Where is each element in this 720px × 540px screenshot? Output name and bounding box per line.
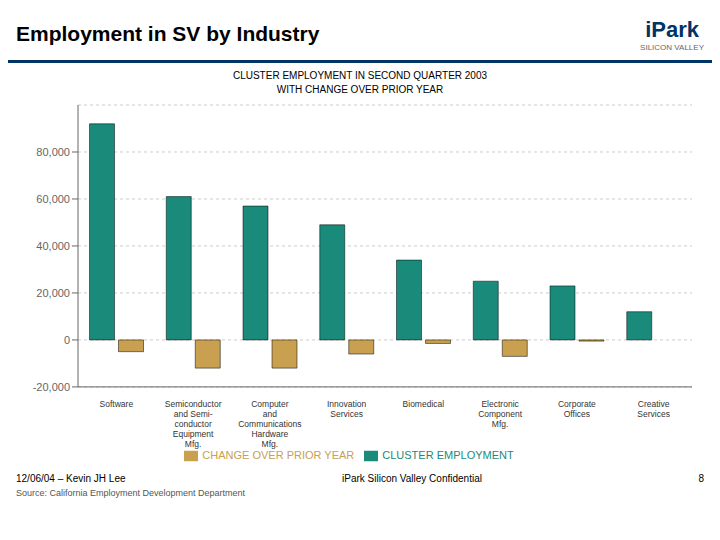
svg-text:80,000: 80,000 bbox=[36, 146, 70, 158]
html-text:12/06/04 – Kevin JH Lee: 12/06/04 – Kevin JH Lee bbox=[16, 473, 126, 484]
html-text:Source: California Employment: Source: California Employment Developmen… bbox=[16, 488, 246, 498]
svg-text:InnovationServices: InnovationServices bbox=[327, 399, 366, 419]
svg-text:0: 0 bbox=[64, 334, 70, 346]
svg-text:CorporateOffices: CorporateOffices bbox=[558, 399, 596, 419]
svg-text:Biomedical: Biomedical bbox=[403, 399, 445, 409]
html-text:8: 8 bbox=[698, 473, 704, 484]
html-text:iPark Silicon Valley Confident: iPark Silicon Valley Confidential bbox=[342, 473, 482, 484]
html-text:CLUSTER EMPLOYMENT IN SECOND Q: CLUSTER EMPLOYMENT IN SECOND QUARTER 200… bbox=[232, 70, 488, 81]
html-text:WITH CHANGE OVER PRIOR YEAR: WITH CHANGE OVER PRIOR YEAR bbox=[276, 84, 444, 95]
svg-text:60,000: 60,000 bbox=[36, 193, 70, 205]
svg-text:ElectronicComponentMfg.: ElectronicComponentMfg. bbox=[478, 399, 523, 429]
svg-text:40,000: 40,000 bbox=[36, 240, 70, 252]
svg-text:-20,000: -20,000 bbox=[33, 381, 70, 393]
svg-text:20,000: 20,000 bbox=[36, 287, 70, 299]
html-text:Employment in SV by Industry: Employment in SV by Industry bbox=[16, 22, 320, 45]
svg-text:Software: Software bbox=[100, 399, 134, 409]
svg-text:CreativeServices: CreativeServices bbox=[637, 399, 670, 419]
html-text:SILICON VALLEY: SILICON VALLEY bbox=[640, 42, 704, 52]
svg-text:Semiconductorand Semi-conducto: Semiconductorand Semi-conductorEquipment… bbox=[165, 399, 222, 449]
svg-text:ComputerandCommunicationsHardw: ComputerandCommunicationsHardwareMfg. bbox=[238, 399, 301, 449]
html-text:iPark: iPark bbox=[645, 16, 699, 42]
html-text:CLUSTER EMPLOYMENT: CLUSTER EMPLOYMENT bbox=[382, 448, 514, 461]
html-text:CHANGE OVER PRIOR YEAR: CHANGE OVER PRIOR YEAR bbox=[202, 448, 355, 461]
